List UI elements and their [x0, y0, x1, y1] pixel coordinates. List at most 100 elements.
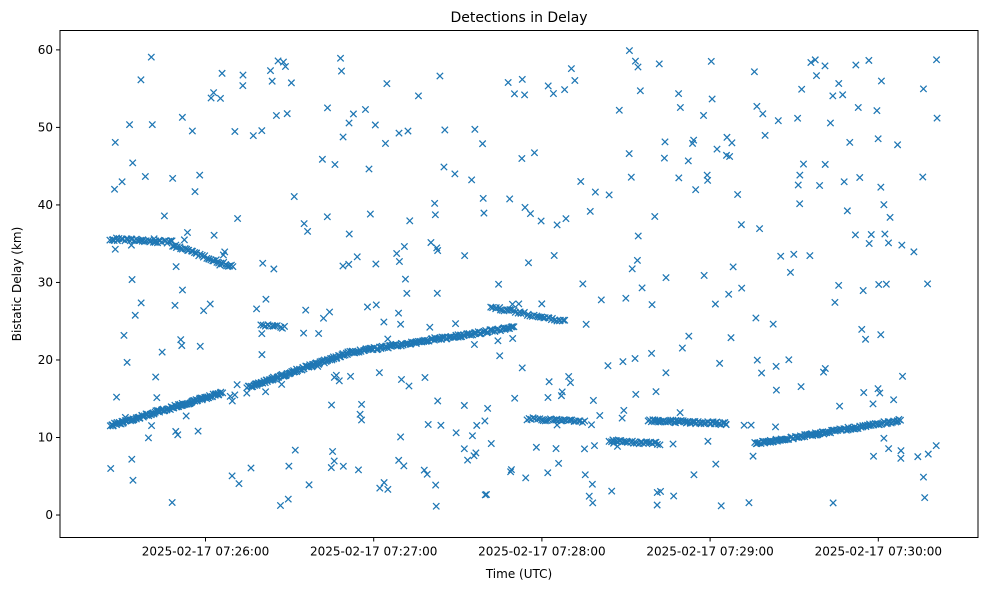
- data-point: [712, 460, 720, 468]
- data-point: [216, 261, 224, 269]
- data-point: [261, 388, 270, 396]
- data-point: [549, 89, 558, 98]
- data-point: [432, 502, 440, 510]
- x-tick-label: 2025-02-17 07:30:00: [815, 545, 942, 559]
- data-point: [470, 452, 478, 460]
- data-point: [565, 372, 573, 381]
- data-point: [403, 289, 411, 298]
- y-tick-label: 0: [45, 508, 53, 522]
- data-point: [796, 171, 804, 179]
- data-point: [278, 380, 286, 389]
- data-point: [608, 487, 616, 495]
- data-point: [722, 420, 730, 429]
- data-point: [339, 462, 347, 470]
- data-point: [121, 413, 130, 422]
- data-point: [876, 389, 884, 397]
- data-point: [148, 121, 156, 129]
- data-point: [335, 377, 343, 385]
- data-point: [582, 320, 590, 328]
- data-point: [660, 154, 669, 162]
- data-point: [129, 476, 137, 484]
- data-point: [537, 217, 545, 225]
- data-point: [233, 381, 241, 389]
- data-point: [811, 56, 819, 64]
- x-tick-label: 2025-02-17 07:29:00: [646, 545, 773, 559]
- data-point: [835, 281, 843, 289]
- data-point: [692, 186, 700, 194]
- data-point: [160, 212, 169, 220]
- data-point: [483, 404, 492, 413]
- data-point: [397, 375, 406, 384]
- data-point: [478, 140, 487, 148]
- data-point: [437, 421, 445, 429]
- data-point: [589, 499, 597, 507]
- data-point: [586, 207, 594, 216]
- x-tick-label: 2025-02-17 07:26:00: [142, 545, 269, 559]
- data-point: [372, 260, 380, 268]
- data-point: [798, 85, 806, 93]
- data-point: [231, 127, 239, 136]
- data-point: [200, 306, 208, 315]
- data-point: [910, 248, 918, 256]
- data-point: [280, 322, 289, 331]
- data-point: [554, 459, 563, 468]
- data-point: [860, 388, 868, 397]
- data-point: [414, 92, 423, 100]
- data-point: [137, 76, 145, 84]
- data-point: [662, 274, 670, 282]
- data-point: [452, 429, 460, 437]
- data-point: [704, 437, 712, 445]
- data-point: [366, 210, 375, 218]
- data-point: [538, 300, 546, 308]
- data-point: [431, 334, 439, 342]
- data-point: [518, 154, 526, 163]
- data-point: [819, 368, 828, 376]
- data-point: [750, 68, 759, 76]
- data-point: [684, 157, 692, 165]
- data-point: [273, 321, 281, 330]
- y-tick-label: 50: [38, 120, 53, 134]
- data-point: [589, 396, 598, 405]
- data-point: [628, 265, 636, 273]
- data-point: [137, 299, 145, 307]
- data-point: [171, 301, 179, 310]
- data-point: [258, 350, 266, 359]
- data-point: [327, 463, 335, 472]
- data-point: [182, 412, 190, 420]
- data-point: [494, 337, 502, 345]
- data-point: [725, 152, 734, 161]
- data-point: [395, 257, 404, 266]
- data-point: [249, 132, 257, 140]
- data-point: [761, 131, 769, 139]
- data-point: [550, 251, 558, 260]
- data-point: [226, 392, 234, 401]
- data-point: [337, 67, 346, 75]
- data-point: [325, 308, 334, 316]
- data-point: [846, 138, 854, 147]
- data-point: [634, 232, 642, 240]
- data-point: [174, 431, 182, 439]
- data-point: [433, 244, 441, 252]
- data-point: [618, 414, 626, 422]
- data-point: [107, 464, 115, 473]
- data-point: [252, 305, 261, 313]
- data-point: [526, 210, 535, 218]
- data-point: [619, 357, 627, 366]
- data-point: [196, 171, 204, 179]
- data-point: [794, 181, 802, 189]
- data-point: [507, 466, 516, 474]
- data-point: [685, 332, 693, 340]
- data-point: [796, 200, 804, 208]
- data-point: [877, 331, 885, 339]
- data-point: [707, 57, 715, 65]
- data-point: [865, 239, 873, 248]
- data-point: [441, 126, 449, 134]
- data-point: [851, 231, 860, 239]
- data-point: [856, 173, 864, 182]
- data-point: [494, 280, 503, 288]
- data-point: [897, 454, 905, 462]
- data-point: [357, 400, 366, 409]
- data-point: [821, 364, 829, 373]
- data-point: [587, 421, 596, 429]
